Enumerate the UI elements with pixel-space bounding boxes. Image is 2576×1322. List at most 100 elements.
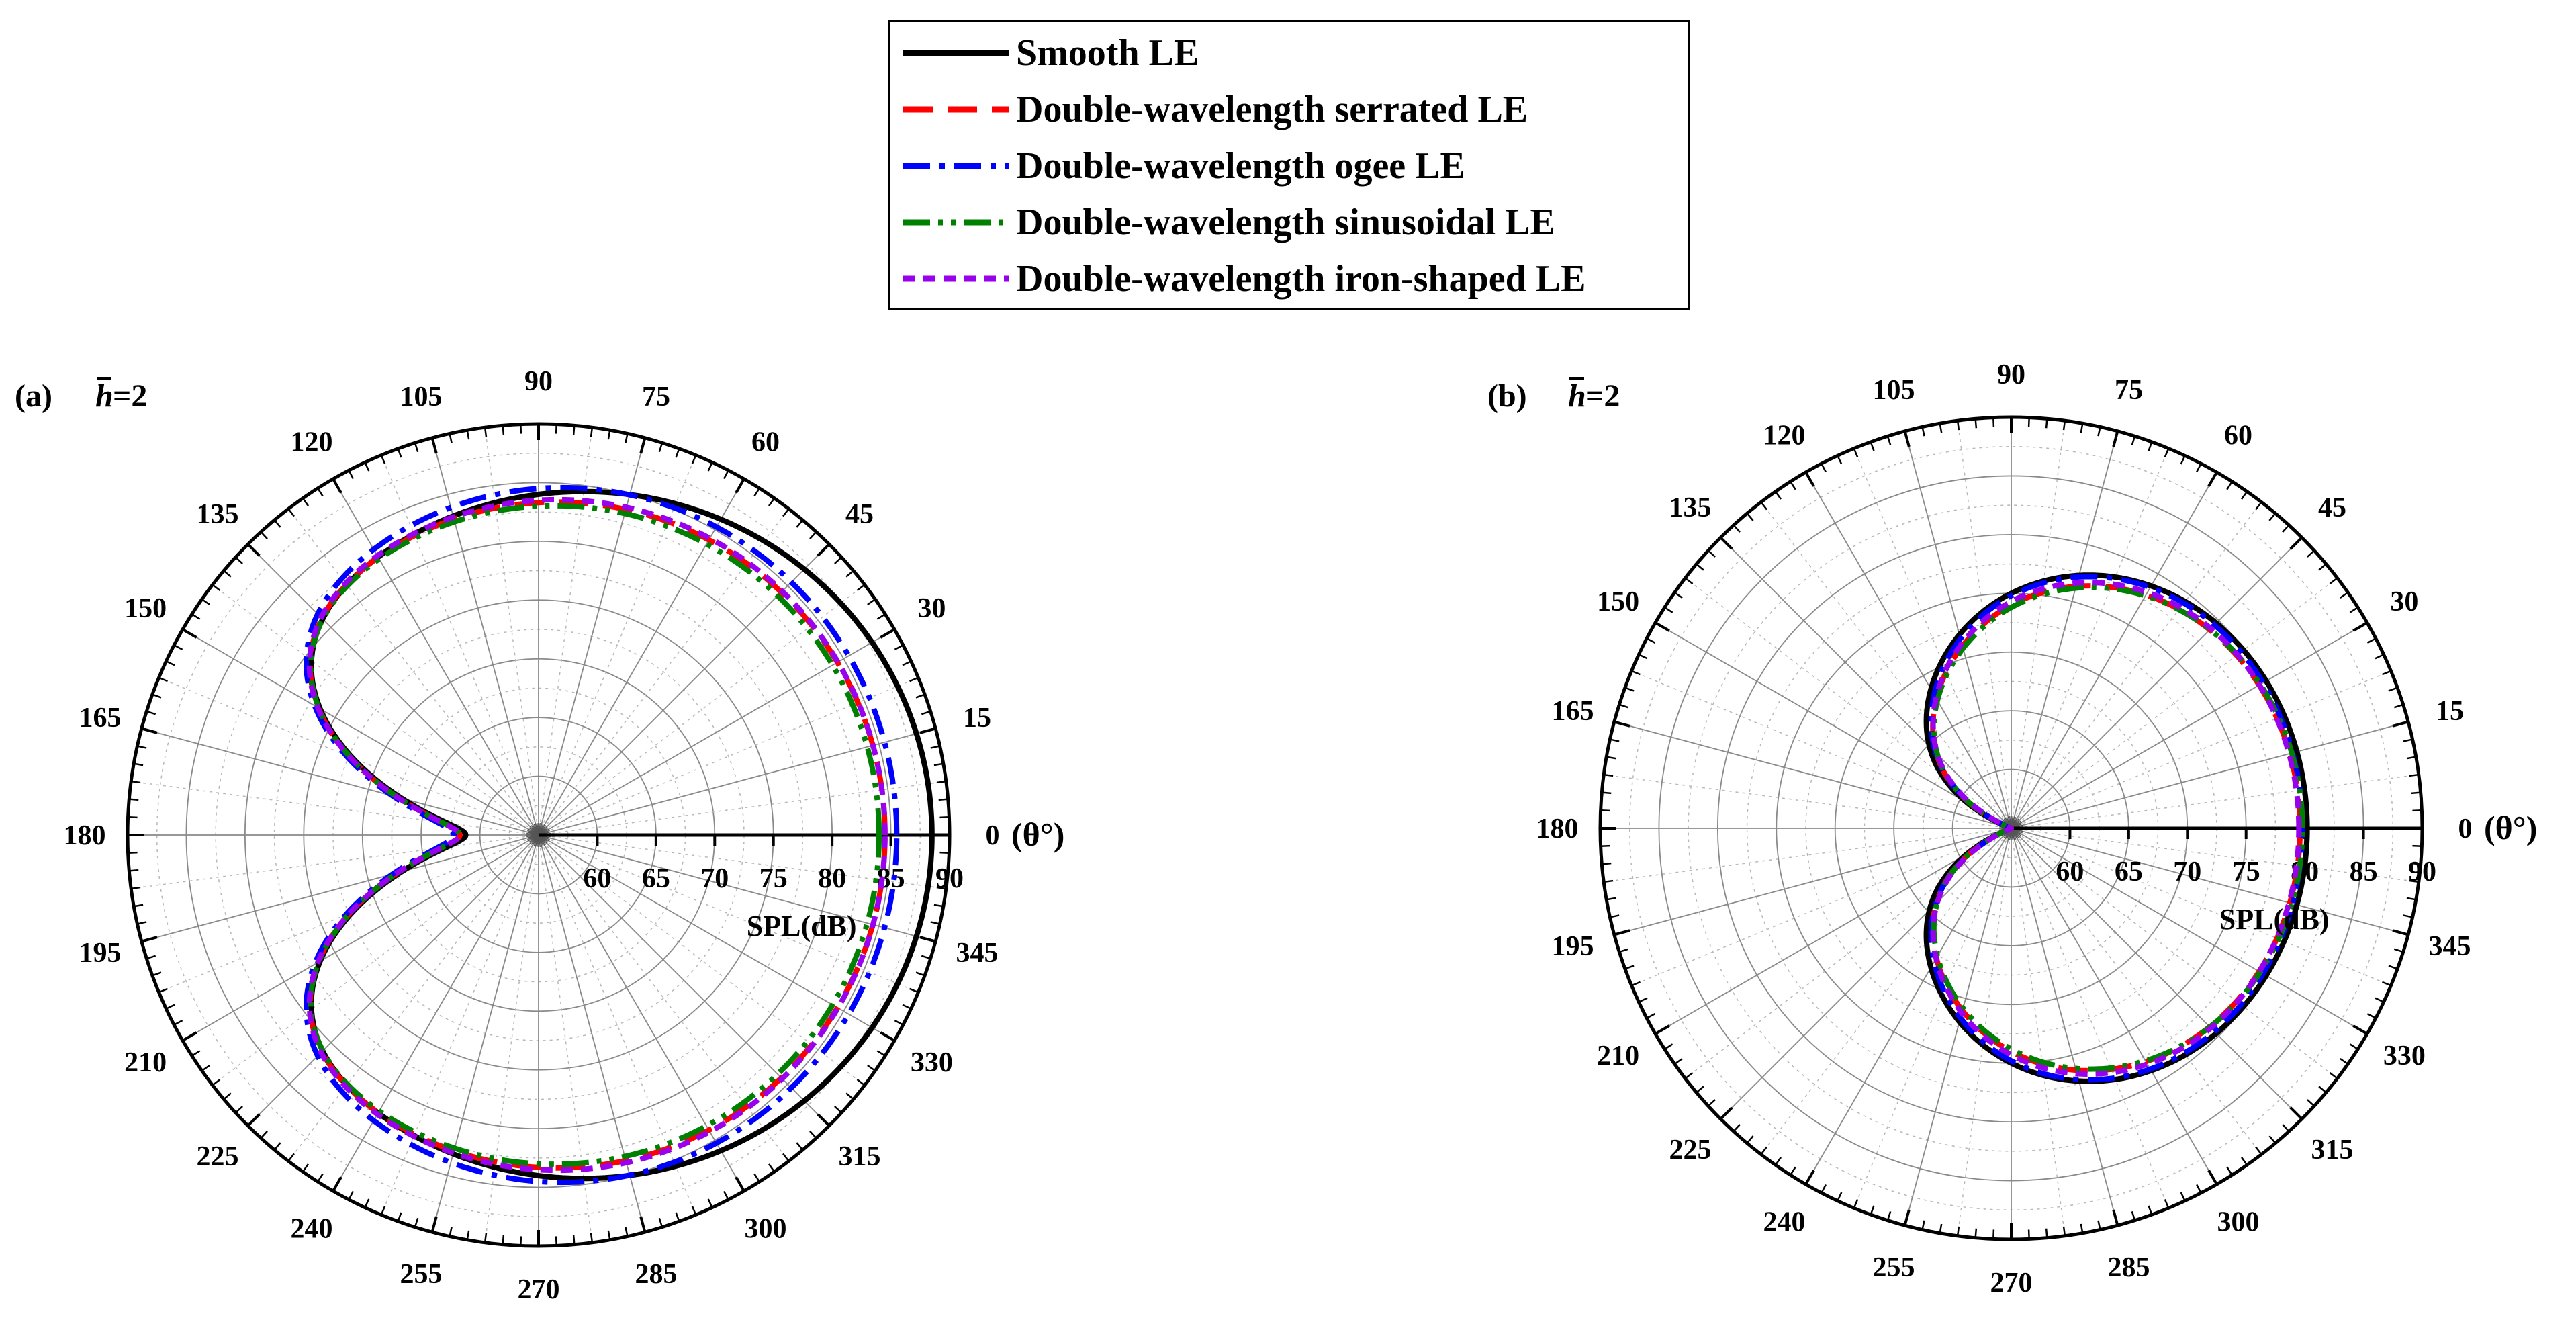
angle-tick: [590, 1233, 594, 1243]
angle-tick: [165, 1004, 175, 1010]
legend-label-sinusoidal: Double-wavelength sinusoidal LE: [1016, 202, 1555, 243]
angle-tick: [919, 727, 936, 734]
angle-tick: [317, 1173, 324, 1182]
angle-tick: [1631, 670, 1641, 676]
angle-tick: [2164, 448, 2170, 457]
angle-tick: [2240, 490, 2248, 500]
minor-spoke: [538, 834, 593, 1243]
angle-tick: [1903, 431, 1911, 447]
angle-tick: [625, 433, 629, 443]
angle-tick: [930, 921, 940, 925]
angle-tick-label: 210: [124, 1047, 167, 1078]
angle-tick: [1886, 435, 1892, 446]
angle-tick: [2289, 536, 2303, 550]
angle-tick: [834, 556, 843, 564]
angle-tick: [1790, 1166, 1796, 1176]
legend-line-ogee: [903, 163, 1009, 169]
angle-tick: [260, 531, 268, 539]
angle-tick-label: 90: [1997, 359, 2025, 390]
angle-tick: [909, 676, 919, 682]
angle-tick: [768, 497, 776, 506]
angle-tick: [152, 971, 162, 977]
angle-tick: [2392, 929, 2409, 936]
angle-tick: [2375, 654, 2385, 660]
angle-tick: [572, 1235, 576, 1245]
radial-tick-label: 90: [935, 863, 964, 894]
angle-tick: [129, 798, 139, 801]
angle-tick-label: 315: [839, 1141, 881, 1172]
grid-spoke: [182, 834, 539, 1041]
angle-tick: [414, 442, 419, 453]
grid-spoke: [538, 834, 646, 1233]
angle-tick: [796, 519, 804, 528]
radial-tick-label: 85: [2350, 856, 2378, 887]
angle-tick-label: 180: [1536, 813, 1579, 844]
angle-tick: [845, 1092, 854, 1100]
angle-tick: [2164, 1199, 2170, 1208]
angle-tick: [380, 1206, 386, 1215]
angle-tick: [131, 780, 141, 784]
angle-tick: [1719, 536, 1733, 550]
radial-tick-label: 65: [642, 863, 670, 894]
angle-tick: [165, 660, 175, 666]
angle-tick: [2388, 965, 2398, 970]
angle-tick-label: 75: [2115, 375, 2143, 406]
angle-tick: [856, 584, 866, 591]
angle-tick: [753, 1173, 760, 1182]
angle-tick: [639, 1216, 647, 1233]
angle-tick-label: 225: [196, 1141, 238, 1172]
legend-item-smooth: Smooth LE: [890, 26, 1688, 80]
angle-tick: [449, 1227, 453, 1237]
angle-tick: [2392, 720, 2409, 728]
angle-tick: [1696, 1086, 1704, 1094]
angle-tick: [2282, 1124, 2290, 1133]
minor-spoke: [287, 509, 539, 836]
minor-spoke: [1631, 670, 2012, 829]
angle-tick: [302, 497, 310, 506]
angle-tick-label: 135: [1669, 492, 1711, 523]
angle-tick: [639, 437, 647, 454]
minor-spoke: [212, 834, 539, 1086]
minor-spoke: [131, 834, 539, 889]
angle-tick: [2080, 423, 2084, 433]
angle-tick: [2382, 981, 2391, 987]
angle-tick-label: 150: [124, 593, 167, 624]
angle-tick: [1870, 1205, 1875, 1215]
series-line-3: [1928, 574, 2305, 1083]
angle-tick: [1821, 463, 1827, 473]
angle-tick: [2393, 948, 2404, 953]
angle-tick: [1760, 1146, 1767, 1155]
angle-tick: [128, 816, 138, 819]
angle-tick: [2080, 1223, 2084, 1233]
angle-tick: [2403, 738, 2413, 742]
angle-tick: [936, 780, 946, 784]
angle-tick: [181, 1031, 197, 1042]
angle-tick: [625, 1227, 629, 1237]
angle-tick: [658, 442, 663, 453]
angle-tick: [2393, 703, 2404, 709]
angle-tick: [753, 488, 760, 497]
angle-tick: [2406, 756, 2416, 760]
angle-tick: [430, 437, 438, 454]
angle-tick-label: 45: [2318, 492, 2346, 523]
minor-spoke: [2011, 828, 2262, 1155]
angle-tick: [919, 936, 936, 943]
angle-tick: [137, 745, 147, 749]
angle-tick: [2062, 1226, 2066, 1236]
angle-tick: [691, 1206, 697, 1215]
angle-tick: [1646, 1013, 1656, 1019]
legend-line-serrated: [903, 106, 1009, 113]
angle-tick: [1760, 501, 1767, 511]
radial-axis-label: SPL(dB): [747, 910, 857, 942]
legend-label-smooth: Smooth LE: [1016, 32, 1199, 74]
angle-tick: [2406, 897, 2416, 901]
minor-spoke: [538, 509, 790, 836]
angle-tick: [201, 1064, 210, 1072]
minor-spoke: [484, 427, 539, 836]
angle-tick-label: 15: [963, 703, 991, 734]
minor-spoke: [2011, 774, 2419, 829]
angle-tick: [223, 1092, 232, 1100]
angle-tick: [484, 1233, 488, 1243]
angle-tick-label: 180: [64, 820, 106, 851]
